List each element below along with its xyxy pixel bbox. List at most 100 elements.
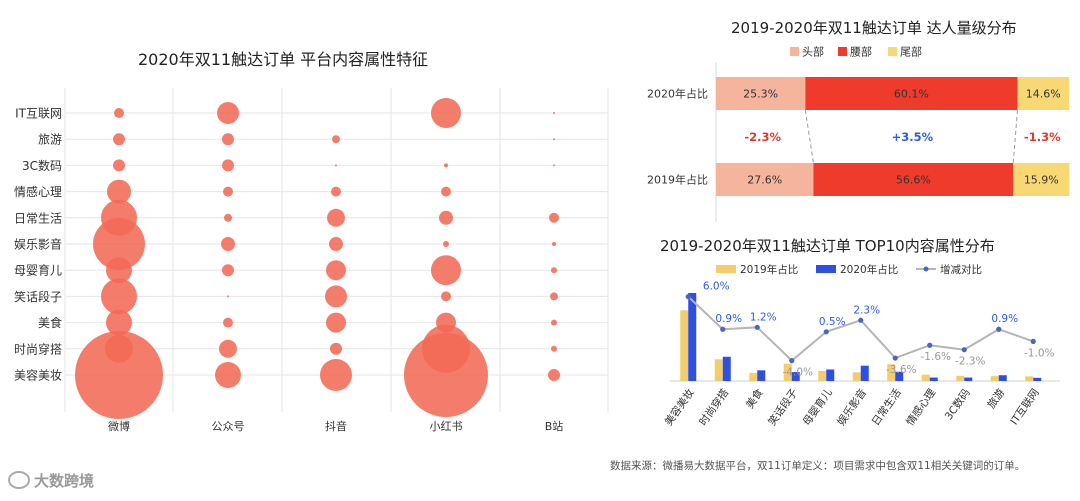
bubble-point [93,218,145,270]
top10-bar-2020 [791,372,800,381]
top10-change-point [754,324,760,330]
top10-bar-2020 [860,365,869,381]
bubble-category-label: 美容美妆 [14,368,62,383]
stack-diff-label: -1.3% [1024,130,1061,144]
top10-category-label: 3C数码 [942,386,973,422]
stack-segment-label: 15.9% [1024,174,1059,187]
bubble-point [113,133,125,146]
top10-change-point [892,355,898,361]
stack-segment [716,163,814,196]
bubble-point [431,255,461,286]
stack-segment-label: 25.3% [743,88,778,101]
stack-segment-label: 27.6% [747,174,782,187]
stack-chart-title: 2019-2020年双11触达订单 达人量级分布 [731,19,1017,37]
bubble-point [332,135,340,144]
stack-segment [1013,163,1070,196]
bubble-point [326,312,346,333]
top10-category-label: IT互联网 [1008,387,1041,427]
top10-legend-marker [923,266,929,272]
bubble-platform-label: B站 [545,419,564,433]
bubble-point [331,186,341,197]
top10-legend-label: 2020年占比 [840,263,898,276]
stack-segment [716,77,806,110]
top10-category-label: 娱乐影音 [834,386,869,428]
top10-change-label: 0.5% [819,316,846,328]
bubble-point [444,163,448,168]
top10-bar-2019 [1025,376,1034,381]
top10-change-point [789,358,795,364]
bubble-point [443,241,449,247]
top10-bar-2020 [929,377,938,381]
bubble-point [553,164,555,167]
stack-segment [805,77,1018,110]
bubble-point [215,362,241,388]
stack-legend-swatch [888,47,897,56]
top10-bar-2019 [818,370,827,381]
bubble-point [404,333,488,417]
bubble-point [221,237,235,251]
top10-bar-2019 [680,310,689,381]
bubble-point [106,257,132,284]
bubble-point [222,264,234,277]
bubble-point [551,345,557,352]
top10-bar-2019 [783,363,792,381]
top10-bar-2020 [964,377,973,381]
top10-category-label: 美容美妆 [662,386,697,428]
bubble-point [75,331,163,419]
stack-connector-line [804,109,814,164]
top10-change-label: 0.9% [991,313,1018,325]
bubble-platform-label: 小红书 [430,420,463,433]
top10-category-label: 旅游 [985,386,1008,411]
bubble-point [441,291,451,302]
stack-legend-label: 尾部 [900,45,922,59]
top10-bar-2020 [757,370,766,381]
stack-segment-label: 14.6% [1026,88,1061,101]
bubble-category-label: 日常生活 [14,211,62,225]
top10-bar-2020 [1033,377,1042,381]
top10-change-label: -3.6% [886,364,916,376]
stack-segment-label: 60.1% [894,88,929,101]
top10-change-label: -4.0% [783,367,813,379]
bubble-point [439,210,453,225]
bubble-point [329,237,343,251]
stack-diff-label: +3.5% [892,130,934,144]
top10-change-label: 6.0% [703,281,730,293]
top10-category-label: 情感心理 [903,386,938,428]
top10-category-label: 笑话段子 [765,386,800,428]
top10-bar-2020 [722,356,731,381]
brand-watermark: 大数跨境 [8,470,94,491]
stack-row-label: 2020年占比 [647,87,708,101]
top10-change-label: -2.3% [955,356,985,368]
bubble-point [113,159,125,172]
top10-bar-2020 [998,375,1007,381]
top10-bar-2019 [887,364,896,381]
bubble-category-label: 3C数码 [22,158,62,173]
bubble-point [107,179,131,204]
bubble-point [330,342,342,355]
top10-change-label: -1.0% [1024,347,1054,359]
top10-chart-title: 2019-2020年双11触达订单 TOP10内容属性分布 [660,237,995,255]
bubble-point [550,292,558,301]
top10-bar-2019 [921,374,930,381]
brand-name: 大数跨境 [34,472,95,490]
top10-bar-2020 [826,369,835,381]
bubble-point [114,108,124,118]
top10-legend-label: 2019年占比 [740,263,798,276]
top10-change-point [823,329,829,335]
top10-bar-2019 [956,375,965,381]
top10-legend-label: 增减对比 [940,263,982,276]
top10-category-label: 时尚穿搭 [696,386,731,428]
bubble-point [224,213,232,222]
stack-legend-swatch [790,47,799,56]
bubble-chart-title: 2020年双11触达订单 平台内容属性特征 [138,50,429,69]
bubble-platform-label: 抖音 [325,419,347,433]
bubble-point [101,278,137,315]
top10-change-label: 2.3% [853,304,880,316]
top10-bar-2019 [749,372,758,381]
top10-legend-swatch [716,265,736,273]
bubble-point [327,208,345,227]
bubble-point [548,369,560,381]
